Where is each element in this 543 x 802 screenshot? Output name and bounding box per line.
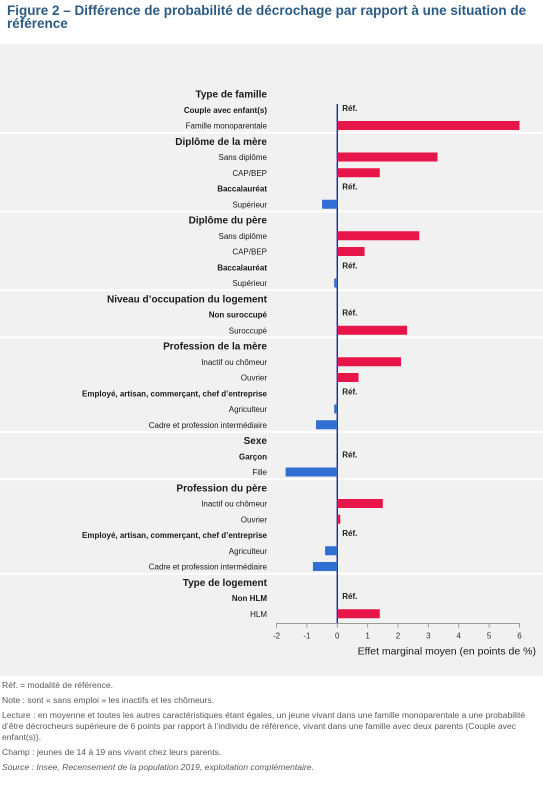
- category-label: Famille monoparentale: [186, 122, 268, 131]
- category-label: Couple avec enfant(s): [184, 106, 267, 115]
- category-label: Non HLM: [232, 594, 267, 603]
- bar: [337, 514, 341, 524]
- bar: [322, 199, 338, 209]
- category-label: CAP/BEP: [232, 169, 267, 178]
- bar: [337, 609, 380, 619]
- category-label: Employé, artisan, commerçant, chef d’ent…: [82, 531, 268, 540]
- bar: [334, 404, 338, 414]
- ref-note: Réf. = modalité de référence.: [2, 680, 114, 690]
- category-label: Inactif ou chômeur: [201, 358, 267, 367]
- bar: [315, 420, 338, 430]
- category-label: Cadre et profession intermédiaire: [149, 421, 268, 430]
- category-label: Ouvrier: [241, 374, 268, 383]
- category-label: Cadre et profession intermédiaire: [149, 563, 268, 572]
- bar: [337, 373, 359, 382]
- x-tick-label: 1: [365, 632, 370, 641]
- group-title: Sexe: [244, 436, 268, 447]
- category-label: Ouvrier: [241, 515, 268, 524]
- x-axis-label: Effet marginal moyen (en points de %): [358, 646, 536, 658]
- category-label: Non suroccupé: [209, 311, 268, 320]
- category-label: Sans diplôme: [219, 232, 268, 241]
- figure-notes: Réf. = modalité de référence. Note : son…: [2, 680, 540, 777]
- category-label: Inactif ou chômeur: [201, 500, 267, 509]
- bar: [285, 467, 338, 477]
- bar: [337, 121, 520, 130]
- bar: [312, 562, 338, 571]
- chart-plot-area: Type de famille Couple avec enfant(s) Réf.…: [0, 44, 543, 676]
- ref-marker: Réf.: [342, 104, 357, 113]
- category-label: Employé, artisan, commerçant, chef d’ent…: [82, 389, 268, 398]
- bar: [337, 325, 408, 335]
- group-title: Diplôme de la mère: [175, 137, 267, 148]
- bar: [337, 247, 365, 256]
- x-tick-label: 0: [335, 632, 340, 641]
- category-label: HLM: [250, 610, 267, 619]
- x-tick-label: 3: [426, 632, 431, 641]
- ref-marker: Réf.: [342, 183, 357, 192]
- category-label: Agriculteur: [229, 405, 268, 414]
- chart-svg: Type de famille Couple avec enfant(s) Réf.…: [0, 90, 543, 658]
- x-tick-label: -2: [273, 632, 281, 641]
- bar: [337, 152, 438, 162]
- x-tick-label: 5: [487, 632, 492, 641]
- figure-title: Figure 2 – Différence de probabilité de …: [7, 3, 527, 31]
- group-title: Type de famille: [195, 90, 267, 101]
- source-note: Source : Insee, Recensement de la popula…: [2, 762, 314, 772]
- ref-marker: Réf.: [342, 309, 357, 318]
- reading-note: Lecture : en moyenne et toutes les autre…: [2, 710, 526, 742]
- bar: [337, 499, 383, 508]
- category-label: Garçon: [239, 452, 267, 461]
- ref-marker: Réf.: [342, 387, 357, 396]
- x-tick-label: -1: [303, 632, 311, 641]
- ref-marker: Réf.: [342, 592, 357, 601]
- bar: [337, 357, 402, 367]
- group-title: Diplôme du père: [189, 216, 268, 227]
- x-tick-label: 6: [517, 632, 522, 641]
- x-tick-label: 2: [396, 632, 401, 641]
- scope-note: Champ : jeunes de 14 à 19 ans vivant che…: [2, 747, 222, 757]
- category-label: Supérieur: [232, 279, 267, 288]
- group-title: Type de logement: [183, 578, 268, 589]
- bar: [334, 278, 338, 288]
- category-label: Baccalauréat: [217, 185, 267, 194]
- bar: [337, 231, 420, 241]
- category-label: CAP/BEP: [232, 248, 267, 257]
- ref-marker: Réf.: [342, 261, 357, 270]
- bar: [337, 168, 380, 178]
- category-label: Agriculteur: [229, 547, 268, 556]
- definition-note: Note : sont « sans emploi » les inactifs…: [2, 695, 215, 705]
- bar: [325, 546, 338, 556]
- category-label: Sans diplôme: [219, 153, 268, 162]
- category-label: Supérieur: [232, 200, 267, 209]
- x-tick-label: 4: [457, 632, 462, 641]
- category-label: Fille: [252, 468, 267, 477]
- group-title: Niveau d’occupation du logement: [107, 294, 268, 305]
- group-title: Profession du père: [176, 483, 267, 494]
- ref-marker: Réf.: [342, 450, 357, 459]
- category-label: Baccalauréat: [217, 263, 267, 272]
- group-title: Profession de la mère: [163, 342, 267, 353]
- category-label: Suroccupé: [229, 326, 268, 335]
- ref-marker: Réf.: [342, 529, 357, 538]
